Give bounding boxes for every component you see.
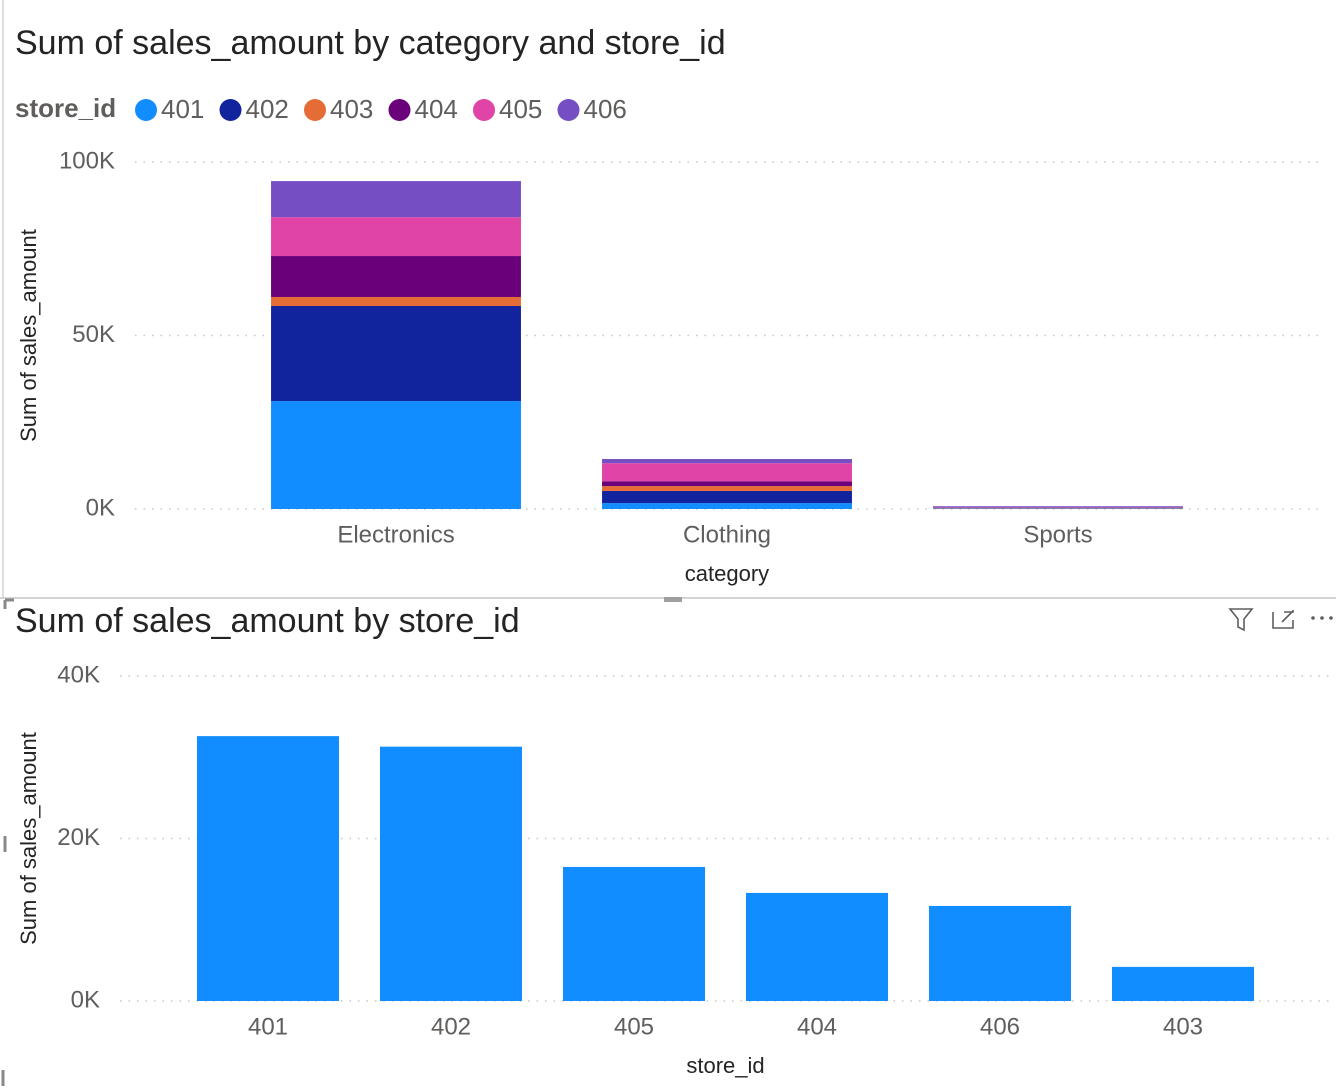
y-tick-label: 40K <box>57 661 100 688</box>
x-axis-label: category <box>685 561 769 586</box>
focus-icon[interactable] <box>1272 610 1294 629</box>
bar-segment <box>602 463 852 482</box>
bar-segment <box>602 486 852 491</box>
more-options[interactable] <box>1311 616 1333 620</box>
legend-marker <box>304 99 326 121</box>
legend-marker <box>388 99 411 121</box>
x-tick-label: 402 <box>431 1013 471 1040</box>
x-tick-label: 405 <box>614 1013 654 1040</box>
x-tick-label: Sports <box>1023 521 1092 548</box>
x-tick-label: 404 <box>797 1013 837 1040</box>
chart-title: Sum of sales_amount by store_id <box>15 602 520 640</box>
bar-segment <box>602 459 852 464</box>
bar-segment <box>271 401 521 509</box>
legend-marker <box>557 99 580 121</box>
resize-handle <box>664 597 682 602</box>
legend-label: 406 <box>584 94 627 124</box>
x-tick-label: Electronics <box>337 521 454 548</box>
legend-marker <box>135 99 157 121</box>
y-tick-label: 100K <box>59 147 115 174</box>
x-tick-label: 403 <box>1163 1013 1203 1040</box>
legend-label: 402 <box>246 94 289 124</box>
y-tick-label: 0K <box>86 494 115 521</box>
x-tick-label: 401 <box>248 1013 288 1040</box>
bar-segment <box>271 306 521 402</box>
bar <box>196 736 340 1001</box>
x-tick-label: Clothing <box>683 521 771 548</box>
bar <box>562 866 706 1001</box>
bar <box>1111 966 1255 1001</box>
x-tick-label: 406 <box>980 1013 1020 1040</box>
legend-label: 403 <box>330 94 373 124</box>
filter-icon[interactable] <box>1228 608 1254 632</box>
chart-title: Sum of sales_amount by category and stor… <box>15 24 726 62</box>
bar-segment <box>602 481 852 487</box>
bar-segment <box>271 217 521 257</box>
bar-segment <box>602 490 852 504</box>
y-axis-label: Sum of sales_amount <box>16 732 41 945</box>
bar-segment <box>602 503 852 509</box>
bar-segment <box>933 506 1183 508</box>
legend-label: 404 <box>415 94 458 124</box>
bar <box>745 892 889 1001</box>
y-axis-label: Sum of sales_amount <box>16 229 41 442</box>
bar <box>928 905 1072 1001</box>
y-tick-label: 50K <box>72 321 115 348</box>
legend-label: 405 <box>499 94 542 124</box>
bar-segment <box>271 181 521 218</box>
bar-segment <box>271 296 521 307</box>
x-axis-label: store_id <box>686 1053 764 1078</box>
legend-marker <box>473 99 495 121</box>
legend-title: store_id <box>15 93 116 123</box>
y-tick-label: 20K <box>57 824 100 851</box>
y-tick-label: 0K <box>71 986 100 1013</box>
bar <box>379 746 523 1001</box>
bar-segment <box>271 256 521 297</box>
legend-marker <box>219 99 242 121</box>
legend-label: 401 <box>161 94 204 124</box>
selection-corner <box>1 598 14 1086</box>
